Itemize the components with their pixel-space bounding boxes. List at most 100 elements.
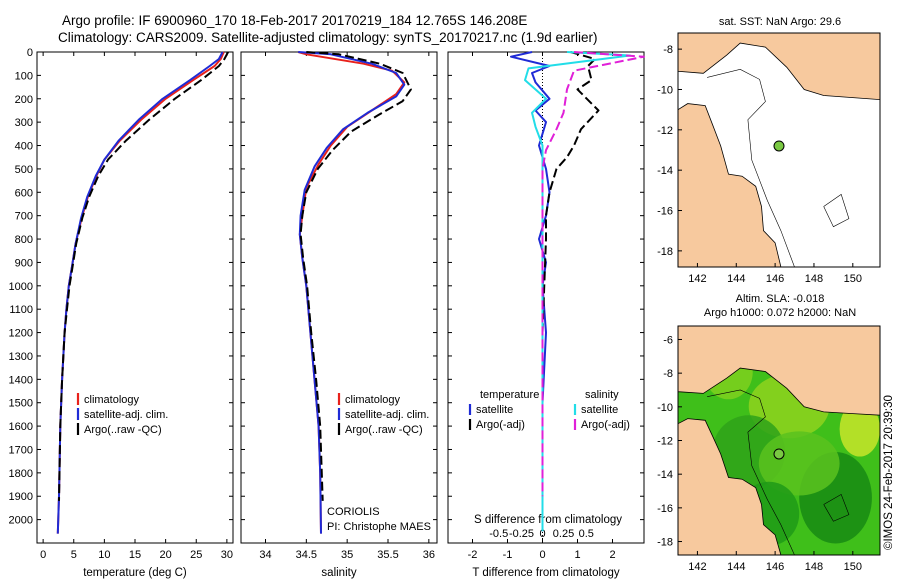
y-tick-label: 800 (15, 234, 33, 246)
legend-label: Argo(..raw -QC) (84, 424, 162, 436)
x-tick-label: 35.5 (377, 549, 398, 561)
imos-credit: ©IMOS 24-Feb-2017 20:39:30 (883, 395, 895, 550)
legend-label: climatology (84, 394, 140, 406)
series-line (541, 51, 600, 497)
legend-label: satellite (476, 404, 513, 416)
x-tick-label: 0 (539, 549, 545, 561)
series-line (524, 51, 631, 532)
legend-label: satellite-adj. clim. (84, 409, 168, 421)
x-tick-label: 15 (129, 549, 141, 561)
map-x-tick-label: 150 (844, 561, 862, 573)
cape-york-land (677, 418, 782, 556)
map-x-tick-label: 148 (805, 561, 823, 573)
map-y-tick-label: -16 (657, 206, 673, 218)
pi-name: PI: Christophe MAES (327, 521, 431, 533)
map-y-tick-label: -10 (657, 402, 673, 414)
map-y-tick-label: -8 (663, 368, 673, 380)
x-tick-label: 34.5 (296, 549, 317, 561)
y-tick-label: 900 (15, 257, 33, 269)
legend-label: Argo(-adj) (581, 419, 630, 431)
y-tick-label: 200 (15, 94, 33, 106)
x-tick-label: 34 (259, 549, 271, 561)
x-axis-label: T difference from climatology (472, 567, 619, 579)
y-tick-label: 1600 (9, 421, 33, 433)
y-tick-label: 2000 (9, 515, 33, 527)
series-line (298, 51, 406, 534)
x2-tick-label: 0.5 (579, 528, 594, 540)
x-tick-label: 0 (40, 549, 46, 561)
sst-map-title: sat. SST: NaN Argo: 29.6 (719, 16, 841, 28)
map-x-tick-label: 142 (688, 273, 706, 285)
x-tick-label: 10 (98, 549, 110, 561)
depth-contour (823, 193, 850, 228)
series-line (56, 51, 225, 534)
map-y-tick-label: -6 (663, 334, 673, 346)
depth-contour (707, 68, 795, 268)
map-x-tick-label: 150 (844, 273, 862, 285)
y-tick-label: 300 (15, 117, 33, 129)
x-tick-label: 36 (423, 549, 435, 561)
y-tick-label: 0 (27, 47, 33, 59)
x-tick-label: 30 (221, 549, 233, 561)
y-tick-label: 700 (15, 211, 33, 223)
float-operator: CORIOLIS (327, 506, 380, 518)
map-y-tick-label: -10 (657, 84, 673, 96)
plot-title-line2: Climatology: CARS2009. Satellite-adjuste… (58, 30, 598, 45)
x-tick-label: -1 (503, 549, 513, 561)
series-line (299, 51, 412, 501)
map-y-tick-label: -16 (657, 503, 673, 515)
sla-map-title-line2: Argo h1000: 0.072 h2000: NaN (704, 307, 856, 319)
legend-label: satellite-adj. clim. (345, 409, 429, 421)
x-axis-label: salinity (321, 567, 356, 579)
x2-tick-label: -0.25 (509, 528, 534, 540)
y-tick-label: 500 (15, 164, 33, 176)
sla-map-title-line1: Altim. SLA: -0.018 (736, 293, 825, 305)
plot-frame (447, 51, 645, 544)
plot-frame (240, 51, 438, 544)
map-y-tick-label: -14 (657, 469, 673, 481)
argo-location-marker (773, 448, 785, 460)
y-tick-label: 1400 (9, 374, 33, 386)
depth-contour (707, 389, 795, 556)
argo-location-marker (773, 140, 785, 152)
plot-title-line1: Argo profile: IF 6900960_170 18-Feb-2017… (62, 13, 528, 28)
map-y-tick-label: -18 (657, 537, 673, 549)
y-tick-label: 1000 (9, 281, 33, 293)
map-x-tick-label: 142 (688, 561, 706, 573)
y-tick-label: 400 (15, 141, 33, 153)
legend-label: Argo(..raw -QC) (345, 424, 423, 436)
y-tick-label: 1300 (9, 351, 33, 363)
map-x-tick-label: 148 (805, 273, 823, 285)
y-tick-label: 1900 (9, 491, 33, 503)
x-tick-label: 2 (609, 549, 615, 561)
map-y-tick-label: -18 (657, 246, 673, 258)
y-tick-label: 1200 (9, 328, 33, 340)
legend-label: satellite (581, 404, 618, 416)
series-line (58, 51, 229, 501)
map-x-tick-label: 144 (727, 273, 745, 285)
series-line (56, 51, 224, 534)
x-tick-label: -2 (468, 549, 478, 561)
sla-map (677, 325, 881, 556)
map-y-tick-label: -8 (663, 44, 673, 56)
y-tick-label: 600 (15, 187, 33, 199)
cape-york-land (677, 103, 782, 268)
y-tick-label: 100 (15, 70, 33, 82)
x2-tick-label: 0.25 (553, 528, 574, 540)
series-line (541, 51, 645, 497)
y-tick-label: 1100 (9, 304, 33, 316)
legend-title-temperature: temperature (480, 389, 539, 401)
depth-contour (823, 493, 850, 522)
x-tick-label: 5 (71, 549, 77, 561)
map-y-tick-label: -12 (657, 125, 673, 137)
legend-label: Argo(-adj) (476, 419, 525, 431)
sla-patch (758, 431, 840, 496)
legend-label: climatology (345, 394, 401, 406)
y-tick-label: 1500 (9, 398, 33, 410)
y-tick-label: 1700 (9, 444, 33, 456)
x-axis-label: temperature (deg C) (83, 567, 187, 579)
map-y-tick-label: -12 (657, 436, 673, 448)
y-tick-label: 1800 (9, 468, 33, 480)
sla-patch (839, 401, 880, 457)
